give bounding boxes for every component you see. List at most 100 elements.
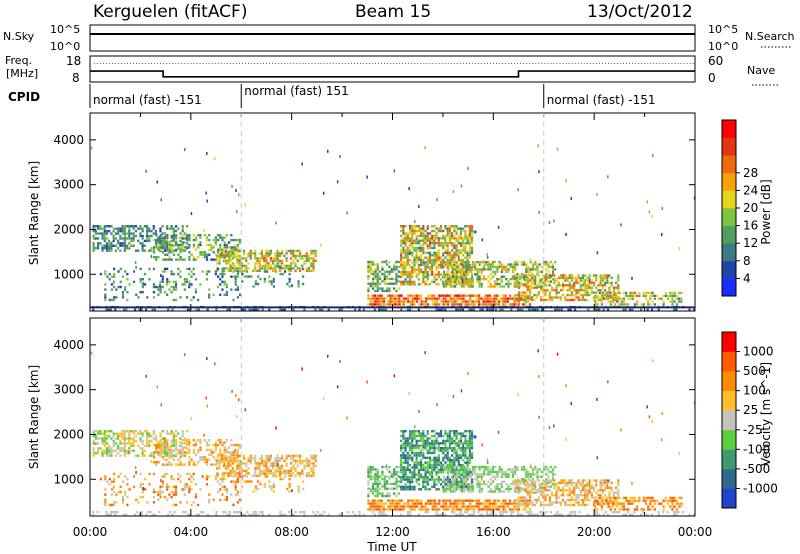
power-cell	[459, 308, 462, 311]
power-cell	[468, 266, 471, 269]
power-cell	[481, 308, 484, 311]
nave-point	[668, 63, 670, 64]
velocity-cell	[239, 446, 242, 449]
velocity-cell	[208, 475, 211, 478]
power-cell	[166, 278, 169, 281]
power-cell	[297, 280, 300, 283]
power-cell	[267, 254, 270, 258]
power-cell	[123, 225, 126, 228]
velocity-cell	[175, 438, 178, 442]
power-cell	[536, 263, 539, 266]
power-cell	[528, 303, 532, 306]
power-cell	[125, 232, 129, 235]
power-cell	[369, 272, 372, 276]
nave-point	[326, 63, 328, 64]
power-cell	[103, 239, 106, 243]
power-cell	[462, 282, 466, 286]
power-cell	[230, 233, 233, 237]
velocity-cell	[371, 505, 374, 508]
nave-point	[499, 63, 500, 64]
power-cell	[242, 269, 246, 273]
velocity-cell	[220, 457, 223, 460]
power-cell	[172, 249, 175, 252]
velocity-cell	[427, 502, 430, 505]
velocity-cell	[163, 449, 167, 452]
power-cell	[458, 268, 461, 271]
velocity-cell	[312, 457, 315, 460]
power-cell	[281, 259, 284, 263]
velocity-cell	[404, 478, 407, 481]
power-cell	[469, 270, 472, 274]
velocity-cell	[444, 439, 447, 443]
power-cell	[431, 300, 434, 303]
power-cell	[386, 289, 389, 293]
power-cell	[504, 303, 507, 306]
velocity-cell	[192, 443, 195, 447]
velocity-cell	[455, 499, 459, 502]
velocity-cell	[119, 454, 122, 457]
power-cell	[525, 265, 528, 269]
velocity-cell	[263, 475, 266, 478]
velocity-cell	[99, 477, 102, 481]
power-cell	[411, 241, 414, 245]
power-cell	[268, 253, 271, 257]
power-cell	[468, 225, 471, 228]
power-cell	[221, 272, 224, 276]
velocity-cell	[453, 432, 456, 435]
velocity-cell	[437, 459, 440, 462]
power-cell	[570, 276, 574, 280]
velocity-cell	[522, 508, 525, 511]
power-cell	[444, 225, 447, 228]
velocity-cell	[411, 459, 414, 462]
velocity-cell	[236, 456, 240, 459]
power-cell	[466, 239, 469, 242]
nave-point	[108, 63, 110, 64]
power-cell	[128, 227, 131, 230]
power-cell	[378, 308, 381, 311]
power-cell	[288, 277, 291, 281]
power-cell	[489, 273, 492, 276]
velocity-cell	[219, 441, 222, 444]
velocity-cell	[228, 446, 231, 449]
velocity-cell	[378, 508, 381, 511]
velocity-cell	[216, 459, 219, 463]
velocity-cell	[428, 463, 432, 467]
power-cell	[646, 308, 649, 311]
power-cell	[408, 241, 412, 245]
velocity-cell	[190, 488, 193, 491]
velocity-cell	[386, 475, 389, 478]
power-cell	[437, 227, 440, 230]
power-cell	[395, 268, 398, 271]
power-cell	[402, 283, 405, 286]
velocity-cell	[413, 473, 416, 476]
velocity-cell	[504, 508, 507, 511]
nave-point	[514, 63, 516, 64]
velocity-cell	[417, 463, 420, 467]
velocity-cell	[161, 475, 164, 478]
power-cell	[153, 238, 156, 242]
power-cell	[426, 244, 429, 247]
velocity-cell	[159, 438, 162, 442]
velocity-cell	[373, 505, 377, 508]
velocity-cell	[489, 508, 492, 511]
power-cell	[393, 263, 396, 266]
velocity-cell	[223, 485, 226, 489]
velocity-cell	[141, 434, 144, 438]
power-cell	[422, 237, 425, 240]
velocity-cell	[386, 482, 389, 486]
power-cell	[524, 293, 527, 297]
velocity-cell	[119, 432, 122, 435]
velocity-cell	[274, 457, 277, 460]
velocity-cell	[223, 446, 226, 449]
power-cell	[445, 263, 448, 266]
power-cell	[562, 274, 565, 277]
power-cell	[462, 268, 466, 271]
power-cell	[455, 249, 458, 252]
power-cell	[381, 268, 384, 271]
power-cell	[549, 260, 552, 264]
velocity-cell	[424, 471, 427, 474]
velocity-cell	[186, 430, 189, 433]
power-cell	[223, 246, 226, 249]
power-cell	[677, 291, 681, 295]
power-cell	[446, 266, 449, 269]
